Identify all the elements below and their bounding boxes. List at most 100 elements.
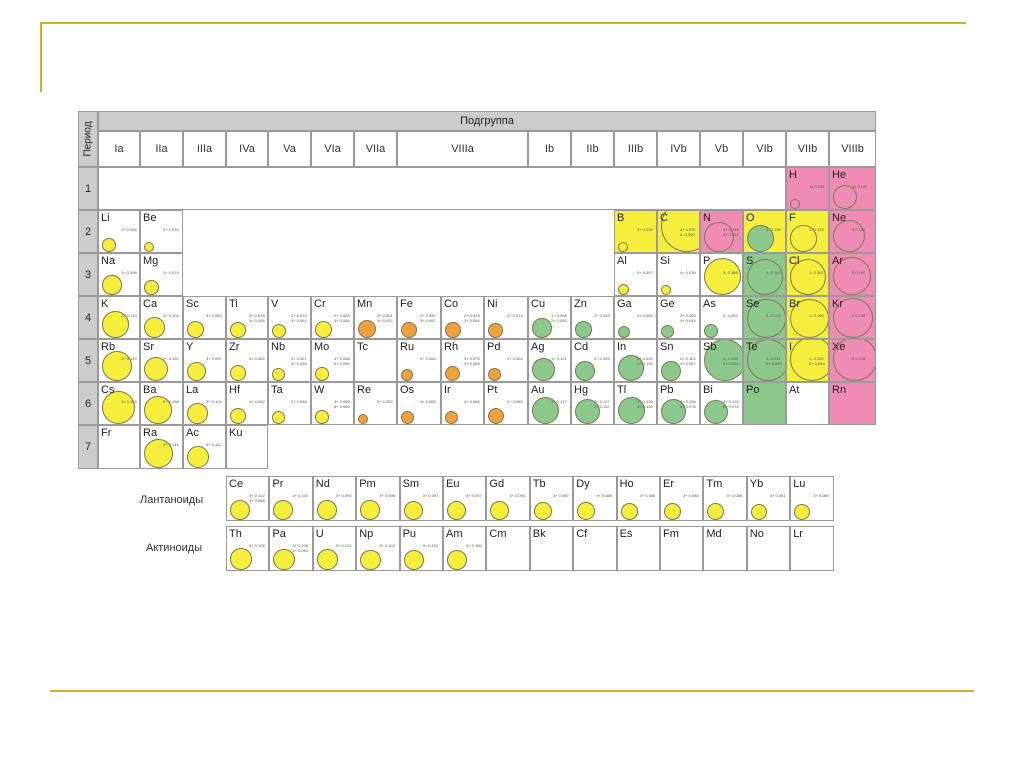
element-cell-gd: Gd 3+ 0.094 (486, 476, 530, 521)
element-cell-mg: Mg 2+ 0.074 (140, 253, 183, 296)
ion-radius-line: 2- 0.182 (766, 270, 781, 275)
group-header-viiia: VIIIa (397, 131, 528, 167)
element-symbol: Y (186, 341, 194, 353)
ion-radius-text: 3+ 0.099 (336, 493, 352, 498)
element-cell-tc: Tc (354, 339, 397, 382)
ionic-radius-circle (315, 321, 332, 338)
ion-radius-text: 3+ 0.062 (637, 313, 653, 318)
element-symbol: Np (359, 528, 374, 540)
ion-radius-line: 4+ 0.068 (334, 399, 350, 404)
ion-radius-text: 3+ 0.098 (379, 493, 395, 498)
element-cell-bi: Bi 3+ 0.120 5+ 0.074 (700, 382, 743, 425)
ionic-radius-circle (490, 501, 510, 520)
ionic-radius-circle (445, 411, 458, 424)
element-cell-b: B 3+ 0.020 (614, 210, 657, 253)
ionic-radius-circle (575, 321, 592, 338)
element-cell-sm: Sm 3+ 0.097 (399, 476, 443, 521)
ion-radius-text: 6+ 0.052 (377, 399, 393, 404)
element-symbol: Es (619, 528, 633, 540)
ion-radius-text: 2+ 0.083 3+ 0.064 (334, 313, 350, 323)
ion-radius-text: 4+ 0.062 (420, 356, 436, 361)
element-cell-eu: Eu 3+ 0.097 (443, 476, 487, 521)
element-symbol: Ru (400, 341, 415, 353)
element-symbol: Ku (229, 427, 243, 439)
ion-radius-line: 3+ 0.020 (637, 227, 653, 232)
element-cell-pu: Pu 3+ 0.101 (399, 526, 443, 571)
ion-radius-text: 1s 0.046 (809, 184, 824, 189)
element-symbol: F (789, 212, 796, 224)
ionic-radius-circle (707, 503, 725, 520)
element-cell-au: Au 1+ 0.137 (528, 382, 571, 425)
element-cell-nd: Nd 3+ 0.099 (312, 476, 357, 521)
period-1-empty-span (98, 167, 786, 210)
ion-radius-text: 2+ 0.034 (163, 227, 179, 232)
element-symbol: Ce (229, 478, 244, 490)
ionic-radius-circle (833, 256, 872, 295)
ion-radius-line: 3+ 0.111 (206, 442, 222, 447)
ion-radius-line: 3+ 0.104 (335, 543, 352, 548)
period-number-6: 6 (78, 382, 98, 425)
ion-radius-line: 4+ 0.089 (766, 361, 782, 366)
ion-radius-line: 3+ 0.105 (637, 404, 653, 409)
element-symbol: Hf (229, 384, 240, 396)
ion-radius-line: 2- 0.211 (766, 356, 781, 361)
element-cell-ce: Ce 3+ 0.102 4+ 0.088 (226, 476, 270, 521)
ionic-radius-circle (272, 367, 286, 381)
ionic-radius-circle (790, 340, 828, 381)
ion-radius-text: 1+ 0.137 (551, 399, 567, 404)
element-cell-rb: Rb 1+ 0.149 (98, 339, 140, 382)
ion-radius-text: 3+ 0.088 (596, 493, 612, 498)
element-symbol: Zn (574, 298, 587, 310)
element-symbol: C (660, 212, 668, 224)
ion-radius-line: 3- 0.186 (723, 270, 738, 275)
ion-radius-text: 2+ 0.102 4+ 0.067 (680, 356, 696, 366)
ionic-radius-circle (102, 275, 122, 295)
lanthanides-label: Лантаноиды (140, 494, 204, 506)
ion-radius-line: 4+ 0.044 (680, 318, 696, 323)
ionic-radius-circle (618, 242, 628, 252)
element-symbol: Na (101, 255, 116, 267)
ion-radius-line: 4- 0.260 (680, 232, 695, 237)
ion-radius-text: 3+ 0.148 5+ 0.015 (723, 227, 739, 237)
element-cell-fm: Fm (660, 526, 704, 571)
ionic-radius-circle (577, 502, 595, 520)
ion-radius-text: 2+ 0.072 4+ 0.061 (291, 313, 307, 323)
ion-radius-line: 2+ 0.091 (377, 313, 393, 318)
element-symbol: As (703, 298, 716, 310)
ionic-radius-circle (360, 500, 380, 520)
element-cell-w: W 4+ 0.068 6+ 0.065 (311, 382, 354, 425)
ion-radius-text: 3+ 0.104 (336, 543, 352, 548)
ionic-radius-circle (401, 322, 417, 338)
element-cell-ti: Ti 2+ 0.078 4+ 0.064 (226, 296, 268, 339)
element-symbol: Gd (489, 478, 505, 490)
ion-radius-line: 4+ 0.064 (249, 318, 265, 323)
ion-radius-text: 5+ 0.066 (291, 399, 307, 404)
ion-radius-text: 3+ 0.085 (683, 493, 699, 498)
ion-radius-line: 3+ 0.081 (769, 493, 786, 498)
element-symbol: Lu (793, 478, 806, 490)
element-symbol: S (746, 255, 754, 267)
period-number-7: 7 (78, 425, 98, 469)
ionic-radius-circle (747, 258, 784, 295)
element-symbol: Ir (444, 384, 451, 396)
period-number-4: 4 (78, 296, 98, 339)
ion-radius-text: 2+ 0.074 (507, 313, 523, 318)
ion-radius-line: 2+ 0.120 (163, 356, 179, 361)
ion-radius-line: 1s 0.046 (809, 184, 825, 189)
ionic-radius-circle (532, 396, 560, 424)
ion-radius-line: 3+ 0.101 (422, 543, 439, 548)
ionic-radius-circle (750, 503, 767, 520)
ion-radius-text: 3+ 0.085 (726, 493, 742, 498)
element-symbol: Er (663, 478, 674, 490)
ion-radius-line: 2+ 0.099 (594, 356, 610, 361)
element-cell-co: Co 2+ 0.078 3+ 0.064 (441, 296, 484, 339)
ionic-radius-circle (401, 368, 414, 381)
period-header: Период (78, 111, 98, 167)
ion-radius-line: 3+ 0.097 (422, 493, 439, 498)
element-symbol: Ar (832, 255, 843, 267)
element-cell-se: Se 2- 0.193 (743, 296, 786, 339)
ion-radius-text: 4+ 0.020 4- 0.260 (680, 227, 696, 237)
element-symbol: Mn (357, 298, 373, 310)
ion-radius-line: 3+ 0.062 (637, 313, 653, 318)
ionic-radius-circle (445, 366, 460, 381)
